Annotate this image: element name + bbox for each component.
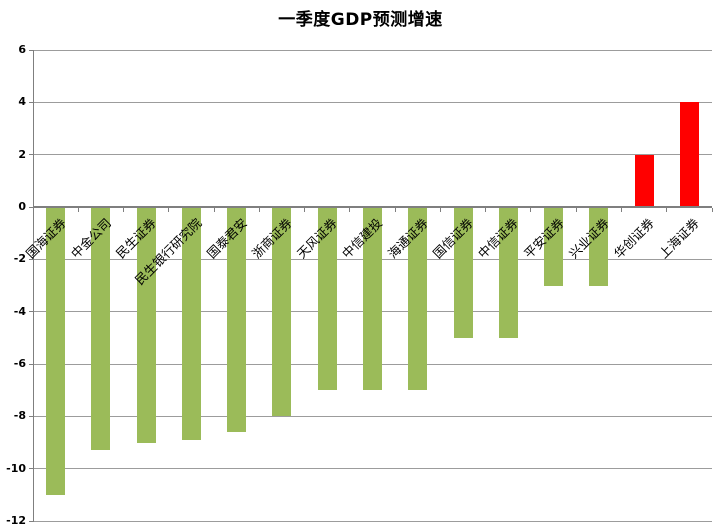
bar (227, 208, 246, 433)
y-tick-label: 0 (18, 200, 26, 213)
y-axis-tick (29, 206, 33, 208)
y-tick-label: -4 (13, 304, 26, 318)
y-axis-line (33, 50, 34, 522)
bar (589, 208, 608, 286)
bar (182, 208, 201, 440)
x-axis-tick (530, 208, 532, 212)
y-tick-label: -2 (13, 252, 26, 266)
bar (363, 208, 382, 391)
bar (272, 208, 291, 417)
y-tick-label: -8 (13, 409, 26, 423)
y-axis-tick (29, 415, 33, 417)
y-axis-tick (29, 49, 33, 51)
bar (544, 208, 563, 286)
y-tick-label: -6 (13, 357, 26, 370)
x-axis-tick (575, 208, 577, 212)
y-tick-label: 6 (18, 43, 26, 56)
y-axis-tick (29, 468, 33, 470)
y-gridline (33, 468, 712, 470)
y-axis-tick (29, 363, 33, 365)
x-axis-tick (258, 208, 260, 212)
bar (46, 208, 65, 495)
y-tick-label: -12 (6, 514, 26, 527)
x-axis-tick (77, 208, 79, 212)
bar (137, 208, 156, 443)
bar (499, 208, 518, 338)
y-gridline (33, 415, 712, 417)
bar (454, 208, 473, 338)
bar (680, 102, 699, 207)
y-gridline (33, 101, 712, 103)
y-gridline (33, 154, 712, 156)
y-axis-tick (29, 520, 33, 522)
bar (408, 208, 427, 391)
x-axis-tick (394, 208, 396, 212)
chart-title: 一季度GDP预测增速 (278, 10, 443, 30)
x-axis-tick (485, 208, 487, 212)
bar (91, 208, 110, 451)
x-axis-tick (123, 208, 125, 212)
y-tick-label: 2 (18, 147, 26, 161)
x-axis-tick (213, 208, 215, 212)
y-tick-label: -10 (6, 461, 26, 475)
x-axis-tick (304, 208, 306, 212)
y-gridline (33, 49, 712, 51)
x-axis-tick (666, 208, 668, 212)
x-axis-line (33, 206, 712, 208)
category-label: 华创证券 (611, 215, 658, 262)
x-axis-tick (711, 208, 713, 212)
category-label: 上海证券 (656, 215, 703, 262)
y-axis-tick (29, 311, 33, 313)
y-tick-label: 4 (18, 95, 26, 109)
x-axis-tick (439, 208, 441, 212)
x-axis-tick (349, 208, 351, 212)
x-axis-tick (168, 208, 170, 212)
y-gridline (33, 520, 712, 522)
y-axis-tick (29, 258, 33, 260)
y-axis-tick (29, 154, 33, 156)
bar (318, 208, 337, 391)
bar (635, 154, 654, 207)
y-axis-tick (29, 101, 33, 103)
x-axis-tick (620, 208, 622, 212)
x-axis-tick (32, 208, 34, 212)
